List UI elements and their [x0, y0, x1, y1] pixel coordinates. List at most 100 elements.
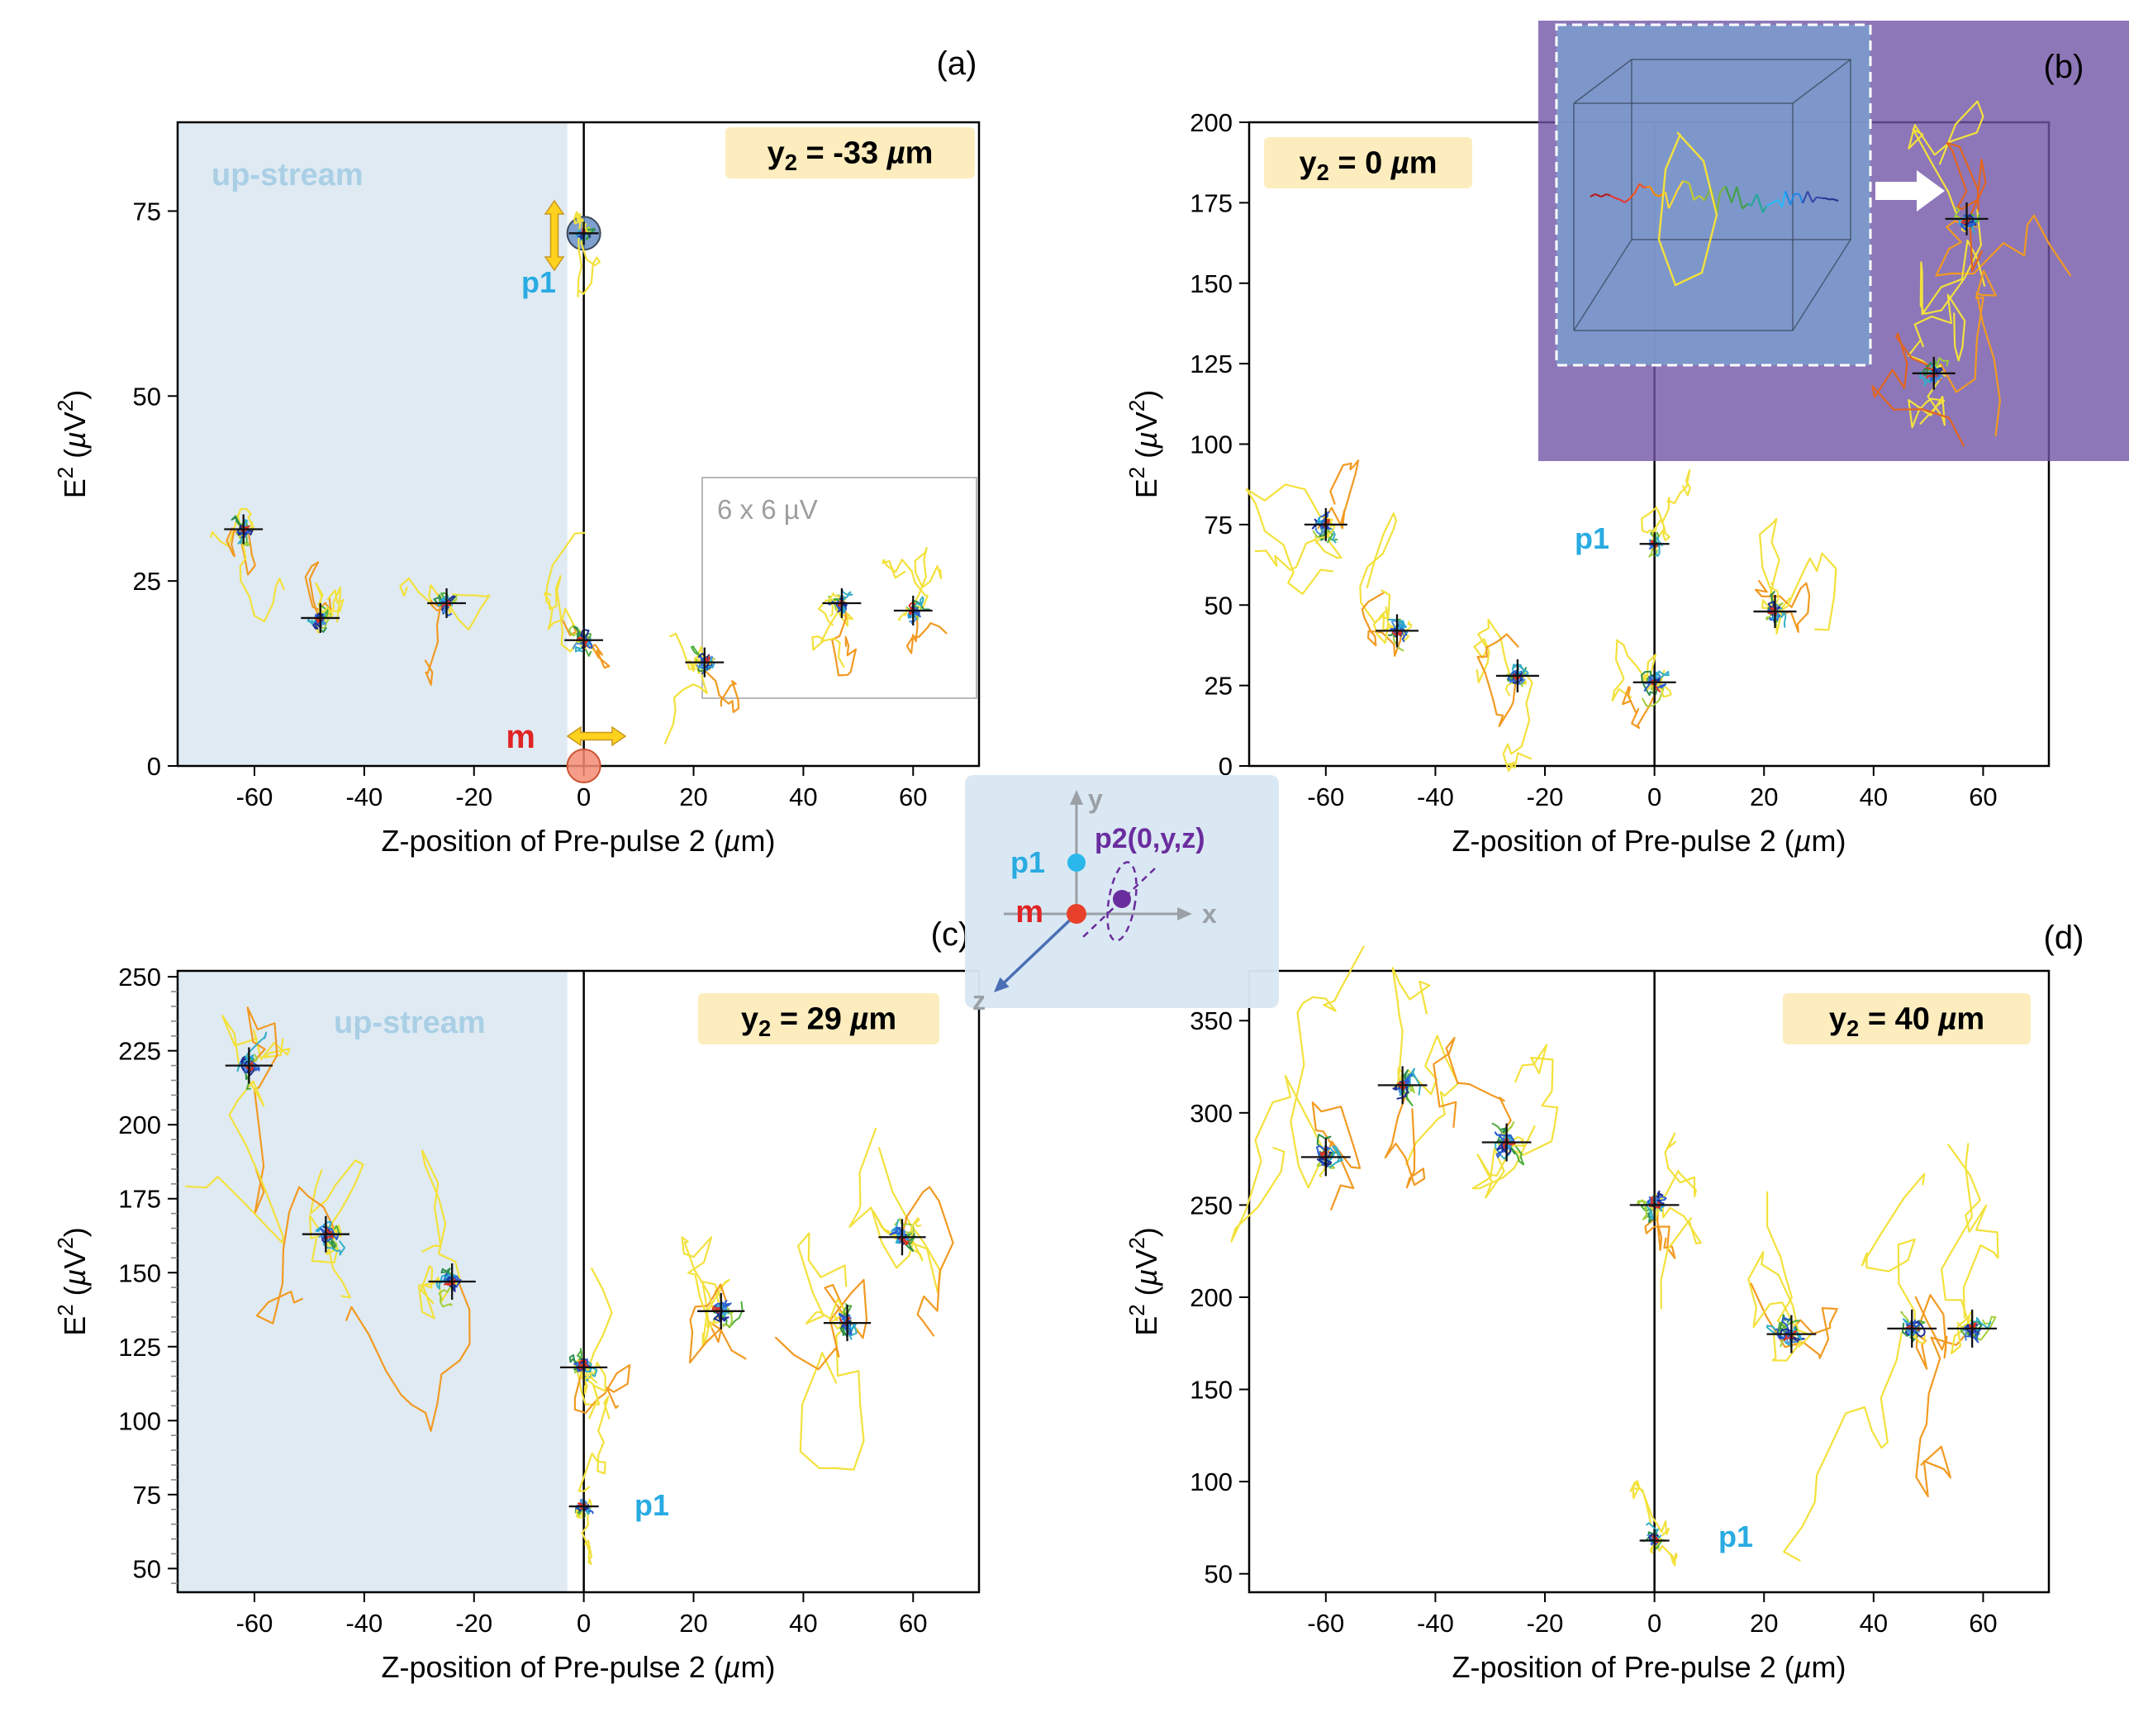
trajectory-trace: [255, 1186, 335, 1325]
trajectory-3d-seg: [1676, 180, 1685, 192]
m-diagram-label: m: [1015, 895, 1043, 930]
x-axis-title: Z-position of Pre-pulse 2 (µm): [1452, 1650, 1846, 1684]
trajectory-3d-seg: [1789, 193, 1795, 206]
p1-jitter-arrow-icon: [544, 199, 565, 272]
trajectory-trace: [1915, 1324, 1975, 1498]
trajectory-trace: [424, 600, 445, 686]
m-jitter-arrow-icon: [566, 725, 627, 747]
trajectory-trace: [1759, 517, 1791, 617]
trajectory-3d-seg: [1609, 194, 1615, 199]
trajectory-trace: [882, 559, 929, 609]
x-tick-label: 20: [679, 1609, 707, 1638]
trajectory-3d-seg: [1816, 196, 1823, 200]
x-tick-label: 60: [899, 1609, 927, 1638]
cube-edge: [1792, 239, 1851, 331]
trajectory-3d-seg: [1638, 183, 1644, 188]
trajectory-3d-seg: [1664, 192, 1670, 209]
x-tick-label: -60: [236, 1609, 273, 1638]
y-tick-label: 25: [133, 567, 161, 596]
clusters-layer: [210, 211, 948, 783]
p1-dot: [1067, 854, 1086, 872]
y-tick-label: 75: [133, 197, 161, 226]
y-tick-label: 100: [118, 1406, 161, 1435]
p2-ellipse: [1106, 861, 1138, 942]
y-tick-label: 250: [1190, 1191, 1233, 1220]
y-axis-title: E2 (µV2): [55, 390, 92, 499]
trajectory-3d-seg: [1781, 191, 1787, 207]
trajectory-3d-seg: [1750, 193, 1758, 207]
trajectory-3d-seg: [1736, 186, 1744, 209]
trajectory-trace: [1779, 1314, 1798, 1336]
trajectory-trace: [1502, 1044, 1559, 1156]
trajectory-trace: [578, 1359, 589, 1367]
p1-label: p1: [634, 1488, 669, 1522]
y-tick-label: 50: [1205, 591, 1233, 620]
x-tick-label: 20: [679, 782, 707, 811]
y-tick-label: 125: [118, 1333, 161, 1362]
trajectory-3d-seg: [1670, 190, 1679, 202]
trajectory-trace: [1871, 332, 1965, 447]
trajectory-3d-seg: [1682, 179, 1690, 185]
trajectory-3d-seg: [1688, 183, 1695, 201]
trajectory-3d-seg: [1756, 193, 1764, 213]
y-tick-label: 75: [1205, 511, 1233, 540]
y-tick-label: 0: [147, 752, 161, 781]
trajectory-trace: [1947, 1144, 1999, 1320]
y-tick-label: 175: [1190, 188, 1233, 217]
panel-title: y2 = 29 µm: [741, 1001, 896, 1040]
trajectory-trace: [573, 1358, 631, 1415]
x-tick-label: 0: [577, 782, 591, 811]
trajectory-trace: [1629, 1480, 1670, 1537]
trajectory-trace: [1755, 579, 1811, 633]
p1-label: p1: [1575, 521, 1609, 555]
panel-title: y2 = 40 µm: [1829, 1001, 1984, 1040]
trajectory-3d-seg: [1606, 193, 1611, 197]
clusters-layer: [1230, 945, 1999, 1567]
panel-c: -60 -40 -20 0 20 40 60 50 75 100 125 150 175 200 225 25…: [55, 916, 981, 1684]
clusters-layer: [184, 1006, 954, 1566]
trajectory-trace: [663, 645, 708, 744]
x-axis-title: Z-position of Pre-pulse 2 (µm): [382, 1650, 776, 1684]
x-tick-label: 40: [1860, 1609, 1888, 1638]
trajectory-trace: [345, 1283, 471, 1432]
x-tick-label: -20: [1527, 782, 1564, 811]
trajectory-trace: [1433, 1036, 1512, 1139]
x-tick-label: -60: [236, 782, 273, 811]
panel-title-box: [1264, 137, 1472, 188]
trajectory-trace: [1770, 611, 1780, 620]
z-axis-label: z: [972, 986, 986, 1015]
y-tick-label: 200: [1190, 1283, 1233, 1312]
trajectory-3d-seg: [1777, 199, 1784, 208]
x-tick-label: -20: [1527, 1609, 1564, 1638]
trajectory-trace: [1514, 673, 1521, 681]
coordinate-diagram: y x z p1 m p2(0,y,z): [965, 775, 1279, 1015]
trajectory-trace: [1245, 483, 1333, 596]
trajectory-trace: [1476, 633, 1519, 728]
trajectory-3d-seg: [1654, 193, 1660, 197]
trajectory-trace: [242, 1062, 249, 1073]
trajectory-trace: [910, 547, 943, 616]
trajectory-trace: [1750, 1282, 1838, 1359]
y-tick-label: 50: [1205, 1560, 1233, 1589]
trajectory-trace: [317, 606, 334, 621]
trajectory-trace: [304, 561, 332, 621]
x-tick-label: 0: [1647, 782, 1661, 811]
inset-yellow-loop: [1657, 131, 1718, 287]
trajectory-trace: [901, 1186, 954, 1337]
trajectory-trace: [577, 1396, 611, 1492]
panel-a: 6 x 6 µV -60 -40 -20 0 20 40 60 0 25 50 75 Z-positio…: [55, 45, 981, 858]
trajectory-trace: [905, 613, 948, 654]
x-tick-label: 20: [1750, 1609, 1778, 1638]
trajectory-trace: [839, 1317, 855, 1330]
panel-title-box: [725, 127, 975, 178]
trajectory-trace: [796, 1232, 858, 1331]
trajectory-trace: [1512, 663, 1529, 677]
trajectory-trace: [577, 1502, 587, 1507]
panel-title-box: [1783, 993, 2031, 1044]
trajectory-3d-seg: [1719, 185, 1727, 193]
trajectory-trace: [1471, 1125, 1536, 1199]
trajectory-trace: [246, 1006, 278, 1215]
trajectory-trace: [681, 1236, 715, 1329]
panel-letter: (d): [2044, 920, 2084, 956]
